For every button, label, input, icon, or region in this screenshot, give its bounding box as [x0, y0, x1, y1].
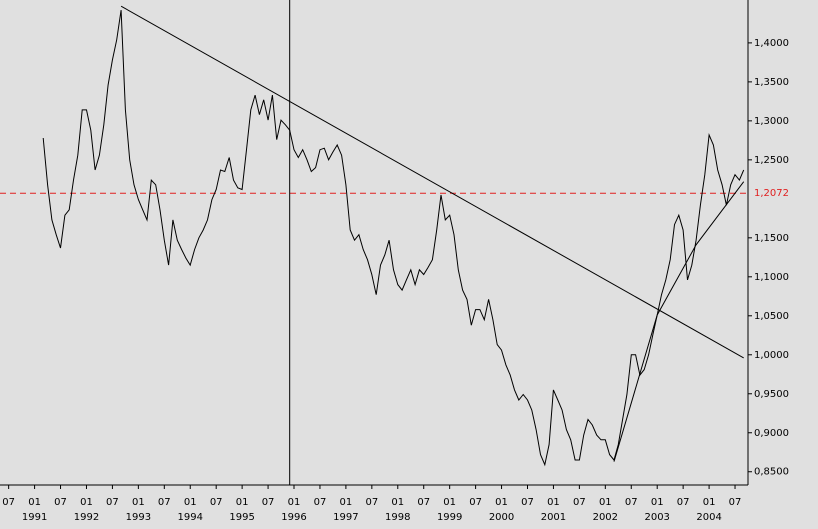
x-year-label: 1997 [333, 512, 358, 523]
price-line [42, 10, 745, 467]
x-tick-label: 07 [521, 497, 534, 508]
x-tick-label: 01 [547, 497, 560, 508]
y-tick-label: 1,4000 [754, 38, 789, 49]
x-tick-label: 01 [340, 497, 353, 508]
x-year-label: 1996 [281, 512, 306, 523]
x-year-label: 2000 [489, 512, 514, 523]
x-tick-label: 07 [106, 497, 119, 508]
x-tick-label: 07 [625, 497, 638, 508]
x-tick-label: 07 [729, 497, 742, 508]
y-tick-label: 0,9000 [754, 428, 789, 439]
x-tick-label: 01 [599, 497, 612, 508]
x-tick-label: 07 [573, 497, 586, 508]
x-year-label: 1993 [126, 512, 151, 523]
y-tick-label: 0,9500 [754, 389, 789, 400]
x-tick-label: 01 [288, 497, 301, 508]
y-tick-label: 1,1000 [754, 272, 789, 283]
x-tick-label: 07 [210, 497, 223, 508]
x-tick-label: 01 [132, 497, 145, 508]
x-tick-label: 01 [651, 497, 664, 508]
x-year-label: 2002 [593, 512, 618, 523]
x-tick-label: 07 [54, 497, 67, 508]
x-tick-label: 07 [314, 497, 327, 508]
x-tick-label: 07 [677, 497, 690, 508]
x-tick-label: 07 [417, 497, 430, 508]
x-tick-label: 07 [262, 497, 275, 508]
y-tick-label: 0,8500 [754, 467, 789, 478]
x-year-label: 1995 [229, 512, 254, 523]
y-tick-label: 1,2500 [754, 155, 789, 166]
x-year-label: 1999 [437, 512, 462, 523]
x-tick-label: 07 [2, 497, 15, 508]
y-tick-label: 1,3000 [754, 116, 789, 127]
x-tick-label: 01 [495, 497, 508, 508]
x-year-label: 1991 [22, 512, 47, 523]
x-year-label: 1994 [178, 512, 203, 523]
x-year-label: 2004 [696, 512, 721, 523]
x-tick-label: 01 [184, 497, 197, 508]
x-tick-label: 07 [158, 497, 171, 508]
trend-line [120, 5, 744, 359]
trend-line [613, 181, 745, 462]
x-year-label: 1992 [74, 512, 99, 523]
y-tick-label: 1,0000 [754, 350, 789, 361]
x-tick-label: 07 [469, 497, 482, 508]
x-tick-label: 01 [236, 497, 249, 508]
y-tick-label: 1,1500 [754, 233, 789, 244]
y-tick-label: 1,0500 [754, 311, 789, 322]
x-tick-label: 01 [80, 497, 93, 508]
x-year-label: 2003 [644, 512, 669, 523]
x-tick-label: 01 [443, 497, 456, 508]
x-tick-label: 01 [391, 497, 404, 508]
y-tick-label: 1,3500 [754, 77, 789, 88]
reference-label: 1,2072 [754, 188, 789, 199]
x-tick-label: 01 [703, 497, 716, 508]
x-tick-label: 07 [365, 497, 378, 508]
x-year-label: 1998 [385, 512, 410, 523]
x-tick-label: 01 [28, 497, 41, 508]
x-year-label: 2001 [541, 512, 566, 523]
